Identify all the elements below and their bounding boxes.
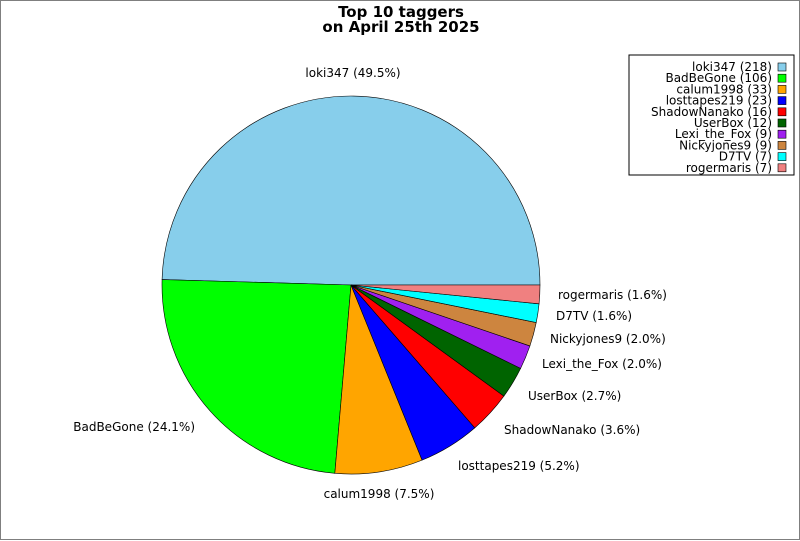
chart-title: Top 10 taggers xyxy=(338,3,464,21)
legend-label: losttapes219 (23) xyxy=(666,94,772,108)
legend: loki347 (218)BadBeGone (106)calum1998 (3… xyxy=(628,54,795,176)
slice-label: Nickyjones9 (2.0%) xyxy=(550,332,666,346)
legend-swatch xyxy=(777,129,787,139)
pie-slice-loki347 xyxy=(161,95,541,286)
legend-swatch xyxy=(777,96,787,105)
legend-swatch xyxy=(777,107,787,117)
pie-slice-rogermaris xyxy=(350,284,541,305)
pie-slices xyxy=(161,95,541,475)
slice-label: D7TV (1.6%) xyxy=(556,309,632,323)
pie-slice-badbegone xyxy=(161,279,352,474)
legend-label: rogermaris (7) xyxy=(686,161,772,175)
legend-swatch xyxy=(777,141,787,150)
slice-label: Lexi_the_Fox (2.0%) xyxy=(542,357,662,371)
chart-subtitle: on April 25th 2025 xyxy=(322,18,479,36)
slice-label: ShadowNanako (3.6%) xyxy=(504,423,640,437)
legend-label: Nickyjones9 (9) xyxy=(679,138,772,152)
slice-label: calum1998 (7.5%) xyxy=(324,487,435,501)
slice-label: BadBeGone (24.1%) xyxy=(73,420,195,434)
legend-label: BadBeGone (106) xyxy=(665,71,772,85)
legend-swatch xyxy=(777,118,787,128)
legend-label: loki347 (218) xyxy=(692,60,772,74)
legend-label: calum1998 (33) xyxy=(676,82,772,96)
legend-label: Lexi_the_Fox (9) xyxy=(675,127,772,141)
legend-swatch xyxy=(777,85,787,94)
pie-labels: loki347 (49.5%) BadBeGone (24.1%) calum199… xyxy=(73,66,667,501)
legend-label: D7TV (7) xyxy=(719,150,772,164)
slice-label: losttapes219 (5.2%) xyxy=(458,459,580,473)
legend-label: ShadowNanako (16) xyxy=(651,105,772,119)
legend-label: UserBox (12) xyxy=(694,116,772,130)
legend-swatch xyxy=(777,152,787,161)
slice-label: loki347 (49.5%) xyxy=(305,66,400,80)
slice-label: UserBox (2.7%) xyxy=(528,389,621,403)
legend-swatch xyxy=(777,73,787,83)
legend-swatch xyxy=(777,62,787,72)
slice-label: rogermaris (1.6%) xyxy=(558,288,667,302)
legend-swatch xyxy=(777,163,787,173)
legend-box xyxy=(628,54,795,176)
